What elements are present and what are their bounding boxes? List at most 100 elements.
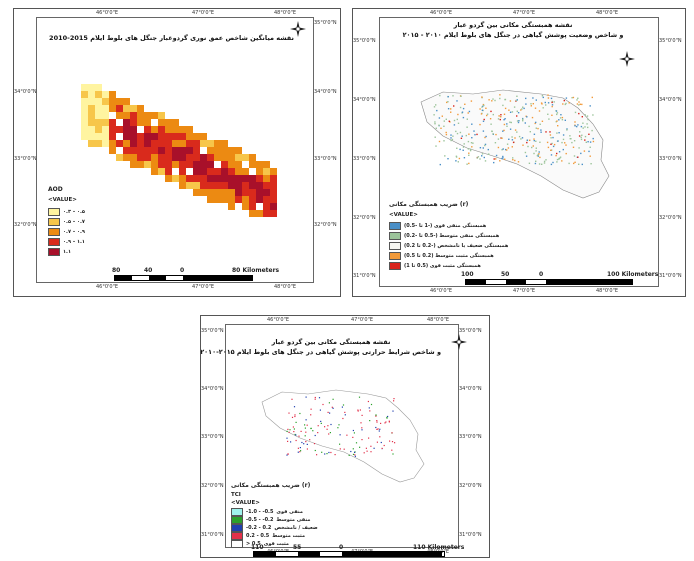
vci-correlation-cell — [435, 145, 437, 147]
tci-correlation-cell — [286, 437, 288, 439]
vci-correlation-cell — [578, 163, 580, 165]
aod-raster-cell — [228, 154, 235, 161]
aod-raster-cell — [165, 147, 172, 154]
aod-raster-cell — [235, 154, 242, 161]
vci-correlation-cell — [573, 162, 575, 165]
tci-legend-item: -1.0 - -0.5 منفی قوی — [231, 507, 303, 516]
vci-correlation-cell — [463, 143, 465, 145]
aod-raster-cell — [200, 140, 207, 147]
aod-raster-cell — [235, 196, 242, 203]
vci-correlation-cell — [540, 102, 543, 104]
aod-raster-cell — [172, 161, 179, 168]
tci-correlation-cell — [294, 433, 296, 436]
vci-correlation-cell — [444, 155, 446, 157]
vci-correlation-cell — [566, 129, 568, 131]
vci-correlation-cell — [591, 129, 593, 132]
aod-raster-cell — [151, 168, 158, 175]
vci-correlation-cell — [592, 140, 595, 143]
vci-correlation-cell — [579, 103, 581, 105]
tci-correlation-cell — [368, 407, 370, 409]
vci-correlation-cell — [584, 126, 586, 128]
vci-coord-top-2: 47°0'0"E — [513, 10, 536, 16]
vci-correlation-cell — [457, 161, 459, 163]
vci-correlation-cell — [447, 158, 449, 160]
vci-correlation-cell — [497, 146, 500, 149]
vci-coord-right-4: 32°0'0"N — [659, 215, 682, 221]
vci-correlation-cell — [541, 103, 543, 105]
aod-raster-cell — [172, 119, 179, 126]
aod-coord-bottom-1: 46°0'0"E — [96, 284, 119, 290]
tci-correlation-cell — [367, 400, 369, 403]
vci-correlation-cell — [536, 154, 539, 157]
aod-raster-cell — [137, 119, 144, 126]
tci-correlation-cell — [348, 454, 350, 456]
aod-raster-cell — [102, 98, 109, 105]
vci-correlation-cell — [589, 146, 591, 148]
vci-correlation-cell — [483, 118, 485, 121]
tci-legend-desc: منفی قوی — [276, 508, 303, 515]
tci-legend-label: > 0.5 — [246, 540, 261, 547]
vci-correlation-cell — [452, 135, 454, 137]
tci-correlation-cell — [391, 449, 393, 451]
vci-correlation-cell — [484, 160, 487, 162]
aod-raster-cell — [256, 161, 263, 168]
vci-correlation-cell — [537, 155, 539, 157]
vci-correlation-cell — [452, 95, 454, 97]
tci-scale-label-4: 110 Kilometers — [413, 544, 465, 551]
tci-map-title-line2: و شاخص شرایط حرارتی پوشش گیاهی در جنگل ه… — [200, 348, 441, 356]
vci-coord-left-3: 33°0'0"N — [353, 156, 376, 162]
vci-correlation-cell — [535, 147, 537, 149]
vci-correlation-cell — [537, 153, 539, 156]
aod-raster-cell — [179, 154, 186, 161]
tci-correlation-cell — [352, 436, 354, 438]
vci-correlation-cell — [443, 140, 445, 142]
vci-correlation-cell — [461, 135, 463, 137]
aod-raster-cell — [165, 168, 172, 175]
vci-correlation-cell — [547, 113, 549, 115]
aod-raster-cell — [214, 189, 221, 196]
aod-raster-cell — [123, 119, 130, 126]
aod-raster-cell — [221, 175, 228, 182]
vci-correlation-cell — [481, 109, 484, 111]
vci-correlation-cell — [550, 163, 553, 166]
aod-raster-cell — [116, 98, 123, 105]
aod-raster-cell — [109, 91, 116, 98]
vci-legend-swatch — [389, 261, 401, 270]
aod-raster-cell — [130, 140, 137, 147]
tci-legend-subtitle: <VALUE> — [231, 500, 260, 506]
tci-correlation-cell — [295, 421, 297, 423]
vci-correlation-cell — [558, 158, 560, 160]
vci-correlation-cell — [507, 147, 510, 149]
vci-correlation-cell — [497, 118, 500, 120]
tci-correlation-cell — [373, 447, 375, 449]
vci-correlation-cell — [517, 112, 520, 114]
aod-legend-label: ۱.۱ — [63, 248, 72, 255]
vci-correlation-cell — [482, 103, 485, 106]
vci-correlation-cell — [552, 145, 555, 148]
vci-correlation-cell — [502, 155, 504, 158]
vci-correlation-cell — [564, 142, 566, 144]
vci-correlation-cell — [453, 124, 456, 126]
tci-correlation-cell — [305, 396, 307, 398]
vci-correlation-cell — [460, 137, 463, 139]
tci-correlation-cell — [393, 398, 395, 400]
tci-legend-desc: منفی متوسط — [276, 516, 311, 523]
tci-correlation-cell — [324, 426, 326, 428]
aod-raster-cell — [270, 203, 277, 210]
vci-correlation-cell — [565, 144, 567, 146]
tci-correlation-cell — [305, 431, 307, 433]
aod-raster-cell — [102, 126, 109, 133]
vci-correlation-cell — [552, 136, 554, 139]
vci-correlation-cell — [511, 136, 513, 138]
tci-correlation-cell — [391, 432, 393, 434]
vci-correlation-cell — [582, 127, 584, 129]
tci-correlation-cell — [304, 427, 306, 429]
vci-correlation-cell — [438, 140, 441, 143]
vci-correlation-cell — [587, 126, 589, 129]
tci-map-title-line1: نقشه همبستگی مکانی بین گردو غبار — [271, 338, 391, 346]
tci-correlation-cell — [361, 429, 363, 431]
aod-raster-cell — [179, 168, 186, 175]
vci-correlation-cell — [566, 128, 568, 130]
vci-correlation-cell — [547, 94, 549, 96]
aod-raster-cell — [179, 175, 186, 182]
